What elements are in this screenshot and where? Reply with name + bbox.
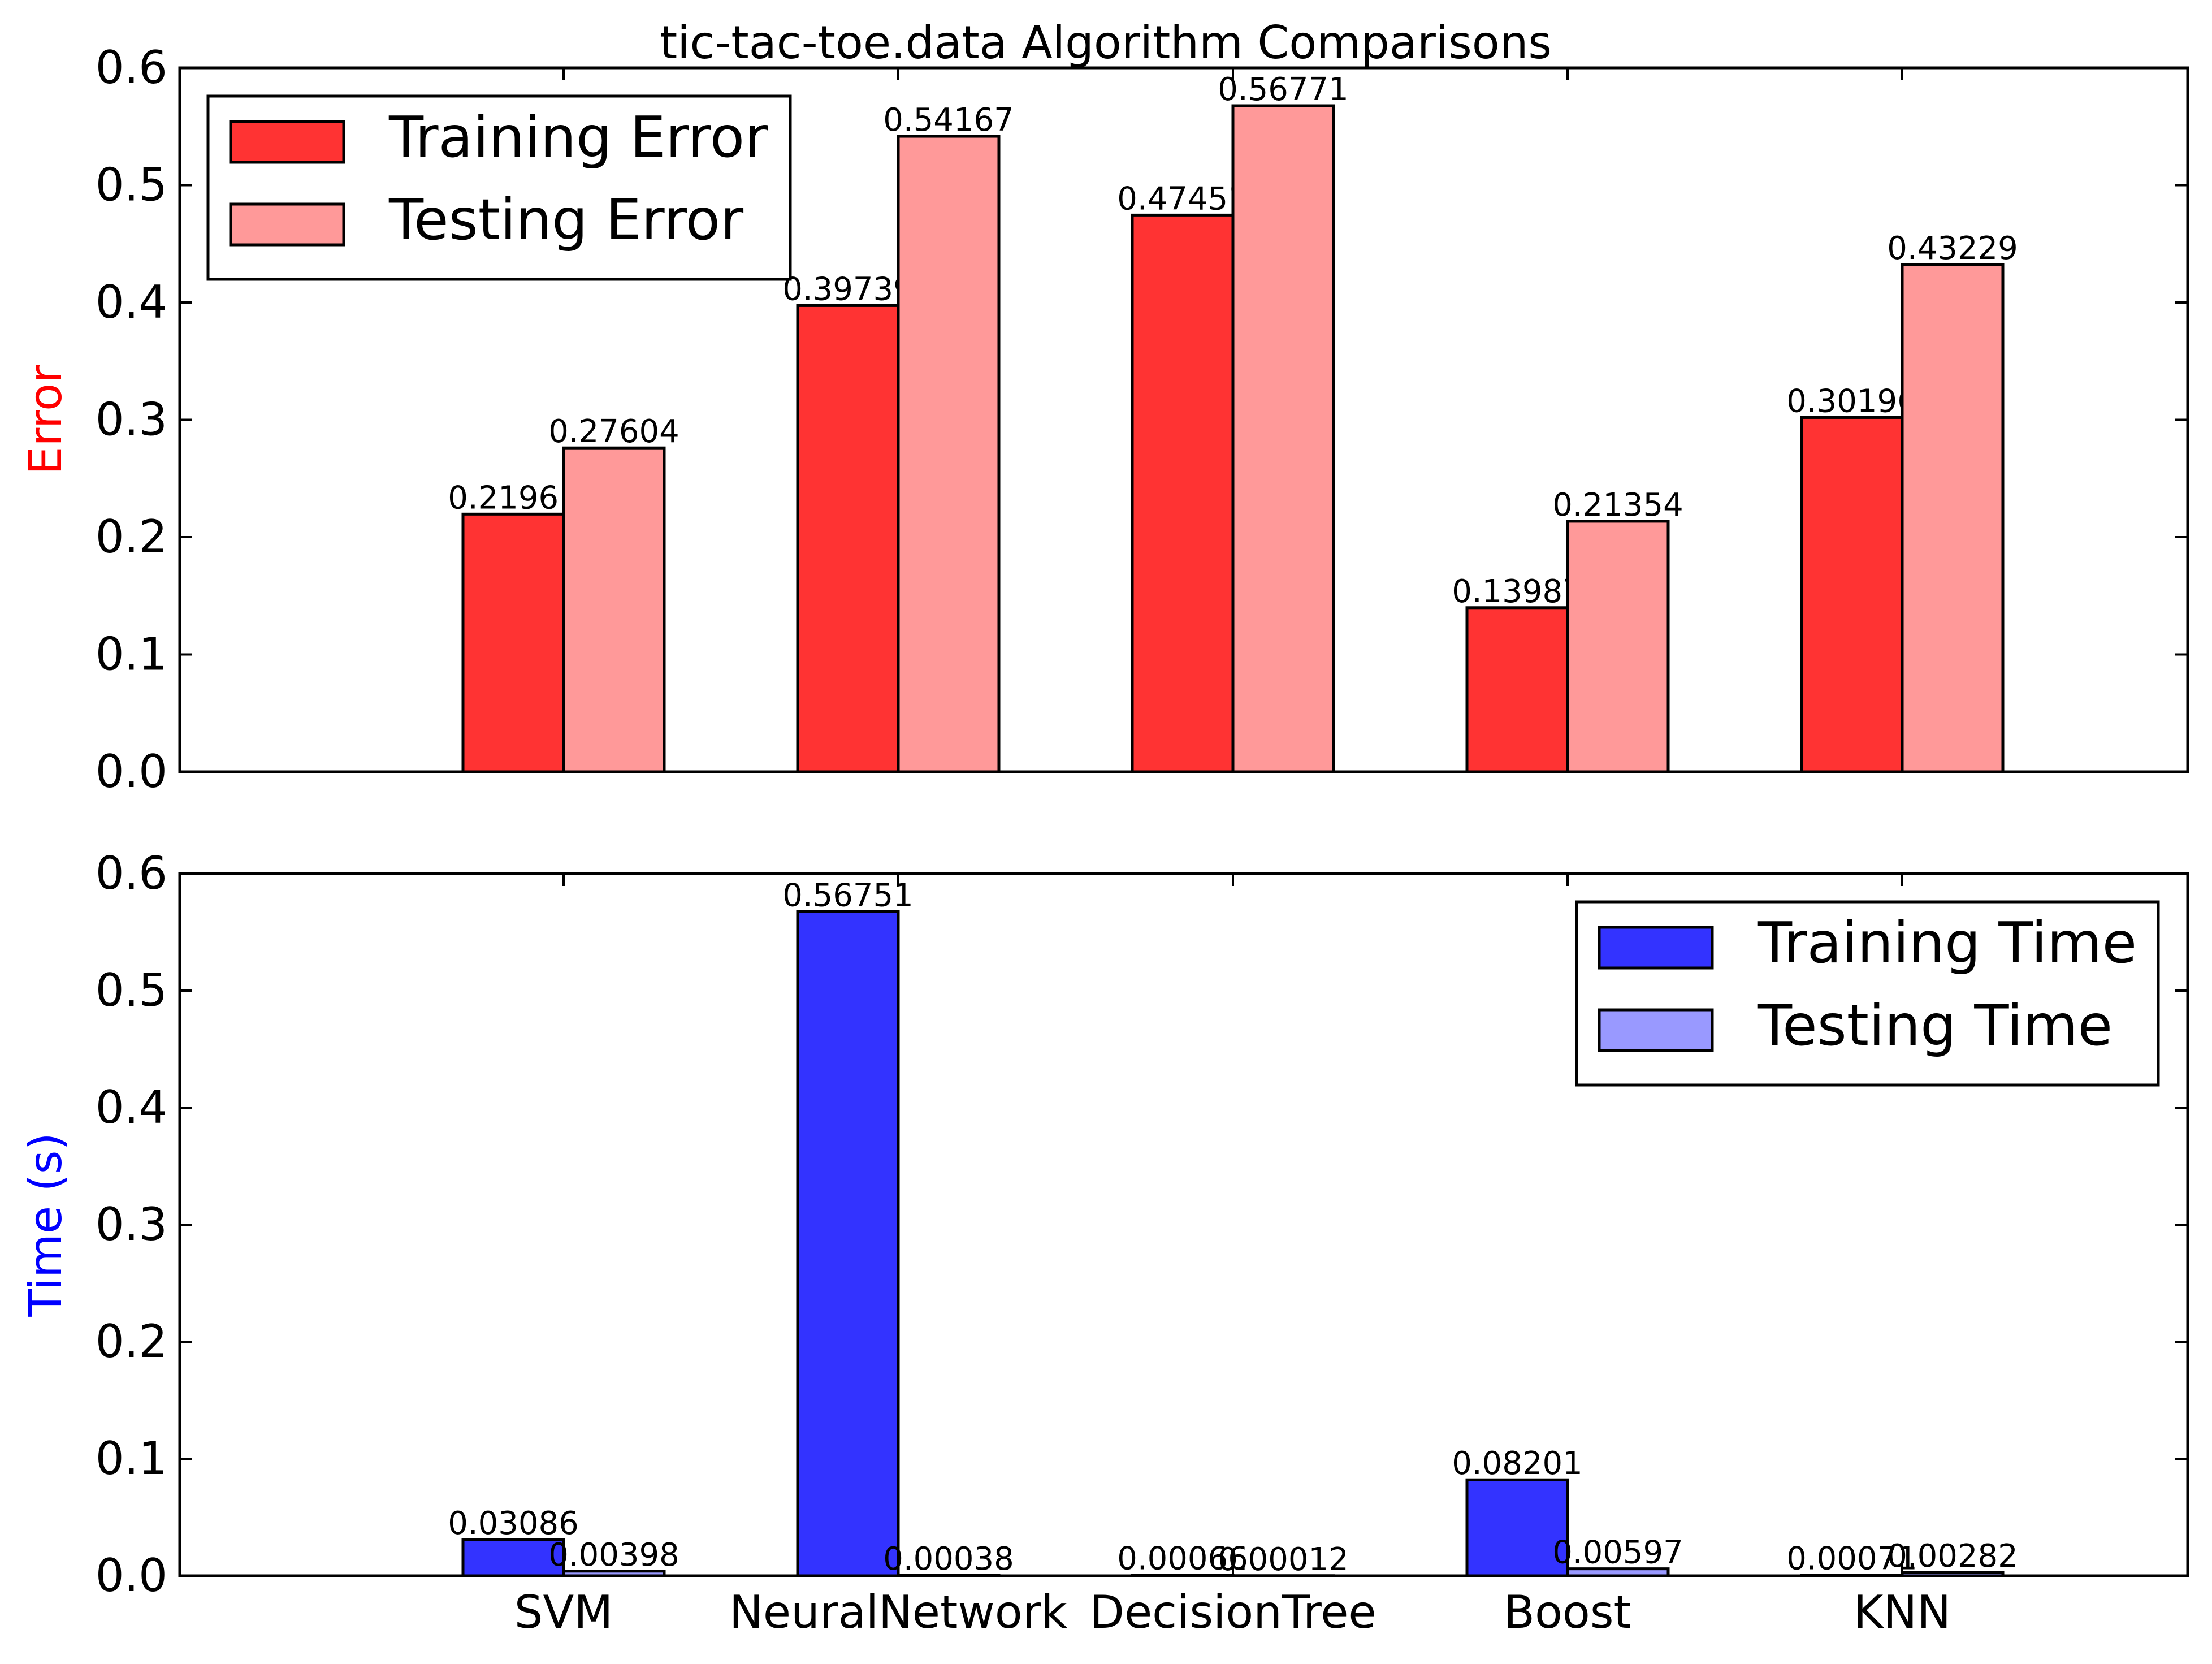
y-tick-label: 0.3 <box>96 394 167 446</box>
bar-value-label: 0.13987 <box>1452 573 1583 610</box>
chart-title: tic-tac-toe.data Algorithm Comparisons <box>660 16 1552 69</box>
y-tick-label: 0.6 <box>96 847 167 900</box>
legend-swatch <box>229 202 345 247</box>
x-tick-label: NeuralNetwork <box>729 1586 1068 1639</box>
bar-training-time <box>796 910 900 1577</box>
bar-testing-error <box>562 446 666 773</box>
y-tick-label: 0.2 <box>96 1315 167 1368</box>
bar-training-error <box>1465 606 1569 773</box>
x-tick-label: KNN <box>1854 1586 1951 1639</box>
bar-testing-error <box>1566 520 1670 773</box>
bar-testing-time <box>897 1574 1001 1577</box>
bar-value-label: 0.39739 <box>782 271 914 308</box>
bar-value-label: 0.27604 <box>548 413 679 450</box>
legend-swatch <box>1598 1008 1714 1052</box>
bar-value-label: 0.21961 <box>448 479 579 516</box>
bar-value-label: 0.47451 <box>1117 180 1248 217</box>
legend-label: Testing Time <box>1757 992 2113 1058</box>
y-tick-label: 0.4 <box>96 1081 167 1134</box>
bar-training-time <box>461 1538 565 1577</box>
bar-value-label: 0.00282 <box>1887 1538 2018 1575</box>
bar-testing-error <box>1901 263 2005 773</box>
error-panel: 0.0 0.1 0.2 0.3 0.4 0.5 0.6 Error 0.21961 0.27604… <box>19 41 2189 798</box>
bar-value-label: 0.56751 <box>782 877 914 914</box>
legend-swatch <box>229 120 345 164</box>
bar-value-label: 0.43229 <box>1887 230 2018 267</box>
bar-value-label: 0.03086 <box>448 1505 579 1542</box>
bar-value-label: 0.00066 <box>1117 1541 1248 1577</box>
legend-label: Training Time <box>1757 910 2137 976</box>
legend: Training Error Testing Error <box>206 94 792 281</box>
bar-value-label: 0.00071 <box>1786 1541 1917 1577</box>
bar-training-error <box>796 304 900 773</box>
bar-value-label: 0.00398 <box>548 1537 679 1574</box>
y-tick-label: 0.5 <box>96 964 167 1017</box>
bar-value-label: 0.30196 <box>1786 383 1917 420</box>
bar-value-label: 0.21354 <box>1552 487 1683 524</box>
bar-testing-time <box>562 1570 666 1577</box>
y-tick-label: 0.5 <box>96 159 167 211</box>
x-tick-label: SVM <box>514 1586 613 1639</box>
bar-testing-error <box>1231 104 1335 773</box>
y-axis-label: Time (s) <box>19 1133 72 1317</box>
bar-training-time <box>1465 1478 1569 1577</box>
y-tick-label: 0.6 <box>96 41 167 94</box>
bar-value-label: 0.00597 <box>1552 1535 1683 1571</box>
x-tick-label: DecisionTree <box>1089 1586 1376 1639</box>
y-tick-label: 0.4 <box>96 276 167 329</box>
legend-label: Training Error <box>388 104 768 170</box>
legend-label: Testing Error <box>388 187 744 253</box>
y-axis-label: Error <box>19 365 72 475</box>
bar-value-label: 0.56771 <box>1218 71 1349 108</box>
bar-training-error <box>461 512 565 773</box>
x-tick-label: Boost <box>1504 1586 1631 1639</box>
bar-testing-time <box>1566 1567 1670 1577</box>
y-tick-label: 0.0 <box>96 1549 167 1602</box>
bar-training-error <box>1800 416 1904 773</box>
bar-value-label: 0.00038 <box>883 1541 1014 1577</box>
bar-value-label: 0.54167 <box>883 102 1014 139</box>
y-tick-label: 0.2 <box>96 511 167 563</box>
y-tick-label: 0.1 <box>96 628 167 681</box>
bar-value-label: 0.00012 <box>1218 1541 1349 1578</box>
y-tick-label: 0.0 <box>96 745 167 798</box>
y-tick-label: 0.1 <box>96 1432 167 1485</box>
bar-testing-error <box>897 135 1001 773</box>
bar-value-label: 0.08201 <box>1452 1445 1583 1482</box>
legend: Training Time Testing Time <box>1575 900 2160 1087</box>
y-tick-label: 0.3 <box>96 1198 167 1251</box>
legend-swatch <box>1598 926 1714 970</box>
bar-training-error <box>1131 213 1235 773</box>
bar-testing-time <box>1901 1571 2005 1577</box>
